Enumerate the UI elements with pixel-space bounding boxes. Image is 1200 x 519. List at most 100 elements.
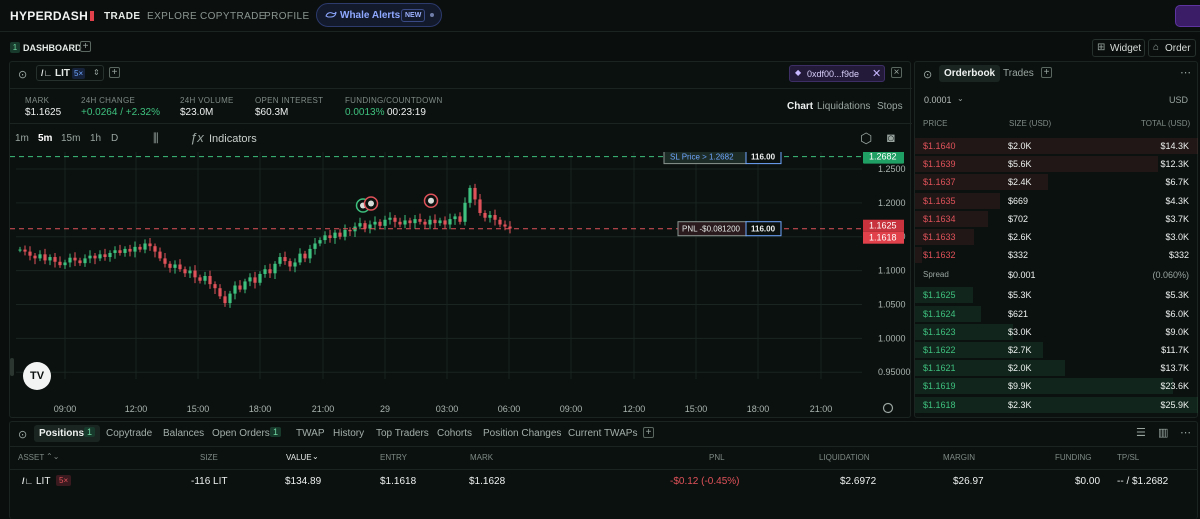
interval-15m[interactable]: 15m — [61, 133, 81, 144]
panel-close-box-icon[interactable]: × — [891, 67, 902, 78]
candle-type-icon[interactable]: ⫼ — [153, 131, 159, 145]
col-value[interactable]: VALUE — [286, 453, 312, 462]
chevron-down-icon[interactable]: ⌄ — [957, 94, 964, 103]
order-button[interactable]: ⌂ Order — [1148, 39, 1196, 57]
volume-label: 24H VOLUME — [180, 96, 234, 105]
whale-alerts-button[interactable]: Whale Alerts NEW — [316, 3, 442, 27]
sort-icon[interactable]: ⌃⌄ — [46, 452, 60, 461]
col-entry[interactable]: ENTRY — [380, 453, 407, 462]
interval-1m[interactable]: 1m — [15, 133, 29, 144]
ask-row[interactable]: $1.1635 $669 $4.3K — [915, 192, 1198, 210]
widget-button[interactable]: ⊞ Widget — [1092, 39, 1145, 57]
tab-positions[interactable]: Positions 1 — [34, 425, 100, 442]
size-cell: $5.6K — [1008, 159, 1032, 170]
bid-row[interactable]: $1.1618 $2.3K $25.9K — [915, 396, 1198, 414]
x-tick-label: 21:00 — [312, 404, 335, 414]
candle-body — [338, 232, 342, 237]
table-row[interactable]: /∟ LIT 5× -116 LIT $134.89 $1.1618 $1.16… — [9, 470, 1198, 492]
col-liquidation[interactable]: LIQUIDATION — [819, 453, 870, 462]
funding-label: FUNDING/COUNTDOWN — [345, 96, 443, 105]
add-tab-icon[interactable]: + — [1041, 67, 1052, 78]
logo[interactable]: HYPERDASH — [10, 9, 95, 23]
symbol-selector[interactable]: /∟ LIT 5× ⇕ — [36, 65, 104, 81]
drag-handle-icon[interactable]: ⊙ — [923, 69, 933, 81]
ask-row[interactable]: $1.1640 $2.0K $14.3K — [915, 137, 1198, 155]
tab-cohorts[interactable]: Cohorts — [437, 428, 473, 439]
price-chart[interactable]: 1.25001.20001.15001.10001.05001.00000.95… — [10, 152, 912, 419]
ask-row[interactable]: $1.1634 $702 $3.7K — [915, 210, 1198, 228]
candle-body — [508, 226, 512, 229]
drag-handle-icon[interactable]: ⊙ — [18, 69, 28, 81]
bid-row[interactable]: $1.1625 $5.3K $5.3K — [915, 286, 1198, 304]
add-dashboard-icon[interactable]: + — [80, 41, 91, 52]
tab-current-twaps[interactable]: Current TWAPs — [568, 428, 638, 439]
nav-copytrade[interactable]: COPYTRADE — [200, 11, 266, 22]
indicators-icon[interactable]: ƒx — [190, 130, 204, 145]
columns-icon[interactable]: ▥ — [1158, 427, 1169, 439]
ask-row[interactable]: $1.1639 $5.6K $12.3K — [915, 155, 1198, 173]
candle-body — [98, 254, 102, 259]
settings-icon[interactable]: ⬡ — [860, 130, 873, 146]
ask-row[interactable]: $1.1633 $2.6K $3.0K — [915, 228, 1198, 246]
col-pnl[interactable]: PNL — [709, 453, 725, 462]
col-margin[interactable]: MARGIN — [943, 453, 975, 462]
dashboard-title[interactable]: DASHBOARD — [23, 43, 82, 53]
tradingview-logo[interactable]: TV — [23, 362, 51, 390]
indicators-button[interactable]: Indicators — [209, 133, 257, 145]
nav-explore[interactable]: EXPLORE — [147, 11, 198, 22]
account-button[interactable] — [1175, 5, 1200, 27]
dashboard-bar: 1 DASHBOARD + ⊞ Widget ⌂ Order — [0, 38, 1200, 58]
candle-body — [188, 270, 192, 274]
drag-handle-icon[interactable]: ⊙ — [18, 429, 28, 441]
ask-row[interactable]: $1.1632 $332 $332 — [915, 246, 1198, 264]
col-mark[interactable]: MARK — [470, 453, 494, 462]
open-orders-count-badge: 1 — [270, 427, 282, 437]
camera-icon[interactable]: ◙ — [887, 130, 895, 145]
wallet-chip[interactable]: ◆ 0xdf00...f9de ✕ — [789, 65, 885, 82]
bid-row[interactable]: $1.1623 $3.0K $9.0K — [915, 323, 1198, 341]
nav-profile[interactable]: PROFILE — [264, 11, 310, 22]
candle-body — [258, 273, 262, 283]
col-funding[interactable]: FUNDING — [1055, 453, 1092, 462]
tab-liquidations[interactable]: Liquidations — [817, 101, 871, 112]
col-asset[interactable]: ASSET — [18, 453, 45, 462]
sidebar-toggle-handle[interactable] — [10, 358, 14, 376]
tab-chart[interactable]: Chart — [787, 101, 814, 112]
tab-position-changes[interactable]: Position Changes — [483, 428, 562, 439]
tab-orderbook[interactable]: Orderbook — [939, 65, 1001, 82]
more-icon[interactable]: ⋯ — [1180, 427, 1191, 439]
col-tpsl[interactable]: TP/SL — [1117, 453, 1140, 462]
sort-desc-icon[interactable]: ⌄ — [312, 452, 319, 461]
nav-trade[interactable]: TRADE — [104, 11, 141, 22]
bid-row[interactable]: $1.1624 $621 $6.0K — [915, 305, 1198, 323]
tab-stops[interactable]: Stops — [877, 101, 903, 112]
depth-bar — [915, 287, 973, 304]
candle-body — [418, 219, 422, 222]
interval-d[interactable]: D — [111, 133, 119, 144]
add-symbol-icon[interactable]: + — [109, 67, 120, 78]
ask-row[interactable]: $1.1637 $2.4K $6.7K — [915, 173, 1198, 191]
filter-icon[interactable]: ☰ — [1136, 427, 1146, 439]
add-tab-icon[interactable]: + — [643, 427, 654, 438]
tab-twap[interactable]: TWAP — [296, 428, 325, 439]
total-cell: $4.3K — [1165, 195, 1189, 206]
col-total: TOTAL (USD) — [1141, 119, 1191, 128]
tab-copytrade[interactable]: Copytrade — [106, 428, 153, 439]
interval-1h[interactable]: 1h — [90, 133, 102, 144]
new-badge: NEW — [401, 9, 426, 22]
col-size[interactable]: SIZE — [200, 453, 218, 462]
tab-balances[interactable]: Balances — [163, 428, 205, 439]
tab-top-traders[interactable]: Top Traders — [376, 428, 429, 439]
tick-size-selector[interactable]: 0.0001 — [924, 95, 952, 105]
tab-open-orders[interactable]: Open Orders — [212, 428, 270, 439]
tab-history[interactable]: History — [333, 428, 365, 439]
more-icon[interactable]: ⋯ — [1180, 67, 1191, 79]
interval-5m[interactable]: 5m — [38, 133, 53, 144]
tab-trades[interactable]: Trades — [1003, 68, 1034, 79]
pnl-label: PNL -$0.081200 — [682, 225, 741, 234]
bid-row[interactable]: $1.1622 $2.7K $11.7K — [915, 341, 1198, 359]
bid-row[interactable]: $1.1621 $2.0K $13.7K — [915, 359, 1198, 377]
currency-selector[interactable]: USD — [1169, 95, 1189, 105]
close-icon[interactable]: ✕ — [872, 68, 882, 80]
bid-row[interactable]: $1.1619 $9.9K $23.6K — [915, 377, 1198, 395]
